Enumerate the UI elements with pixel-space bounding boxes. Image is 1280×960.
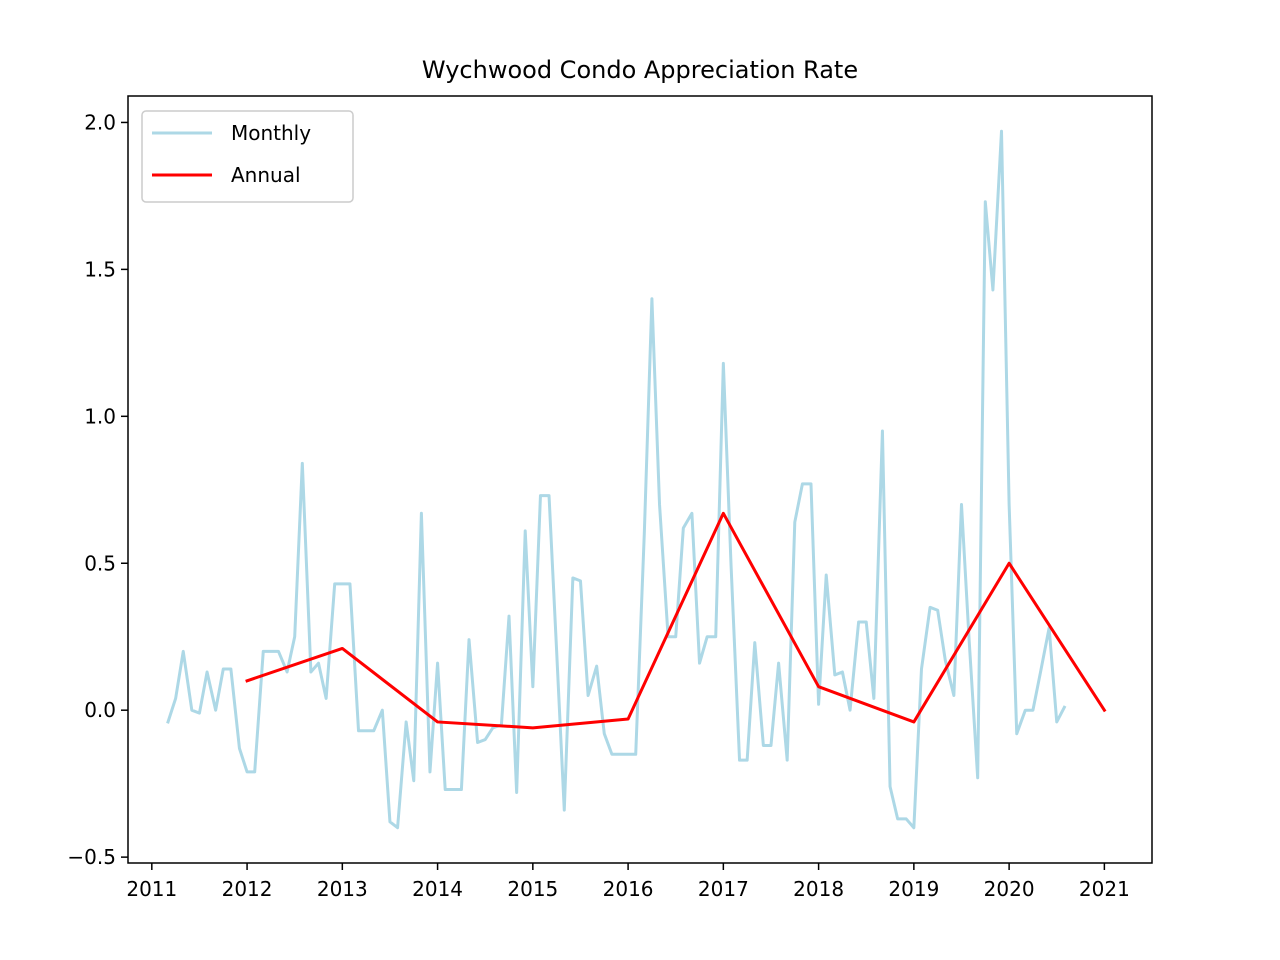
x-tick-label-2013: 2013: [317, 877, 368, 901]
plot-area: 2011 2012 2013 2014 2015 2016 2017 2018 2019 2020…: [67, 95, 1153, 901]
y-tick-label-4: 1.5: [84, 257, 116, 281]
y-tick-label-0: −0.5: [67, 845, 116, 869]
x-tick-label-2012: 2012: [222, 877, 273, 901]
series-line-annual: [245, 511, 1107, 730]
x-tick-label-2015: 2015: [507, 877, 558, 901]
x-axis: 2011 2012 2013 2014 2015 2016 2017 2018 2019 2020…: [126, 863, 1130, 901]
legend-label-monthly: Monthly: [231, 121, 311, 145]
legend-label-annual: Annual: [231, 163, 301, 187]
x-tick-label-2016: 2016: [603, 877, 654, 901]
y-tick-label-2: 0.5: [84, 551, 116, 575]
axes-frame: [127, 95, 1153, 864]
y-tick-label-5: 2.0: [84, 110, 116, 134]
x-tick-label-2017: 2017: [698, 877, 749, 901]
series-lines: [166, 129, 1107, 830]
x-tick-label-2020: 2020: [984, 877, 1035, 901]
chart-title: Wychwood Condo Appreciation Rate: [422, 56, 858, 84]
y-tick-label-3: 1.0: [84, 404, 116, 428]
legend: Monthly Annual: [141, 110, 354, 203]
series-line-monthly: [166, 129, 1067, 830]
x-tick-label-2014: 2014: [412, 877, 463, 901]
x-tick-label-2021: 2021: [1079, 877, 1130, 901]
x-tick-label-2019: 2019: [888, 877, 939, 901]
x-tick-label-2018: 2018: [793, 877, 844, 901]
x-tick-label-2011: 2011: [126, 877, 177, 901]
y-axis: −0.5 0.0 0.5 1.0 1.5 2.0: [67, 110, 128, 869]
y-tick-label-1: 0.0: [84, 698, 116, 722]
